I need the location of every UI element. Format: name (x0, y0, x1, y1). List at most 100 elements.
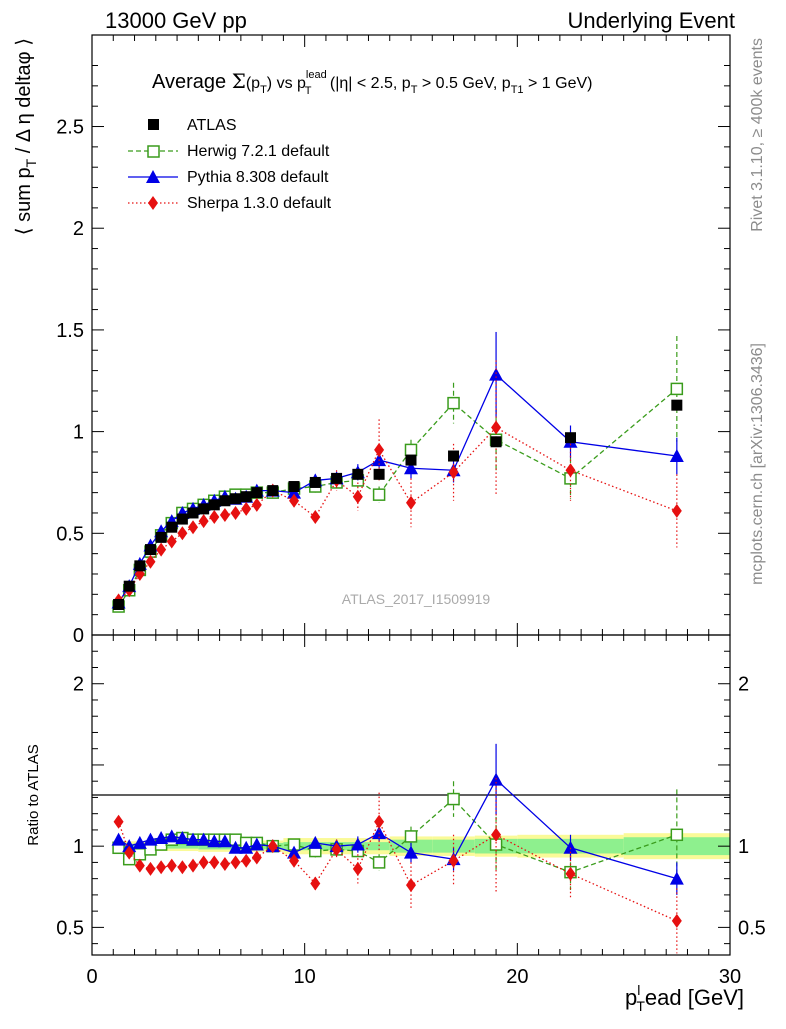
plot-title-a: Average (152, 71, 232, 93)
main-y-axis-label-sub: T (23, 158, 39, 167)
x-axis-label-sup: l (637, 982, 640, 998)
pythia-ratio-point (350, 837, 365, 851)
x-axis-label-p: p (625, 985, 637, 1010)
x-axis-label-sub: T (636, 998, 645, 1014)
sherpa-data-point (230, 505, 241, 520)
pythia-data-point (669, 449, 684, 463)
sherpa-ratio-point (145, 861, 156, 876)
sherpa-data-point (198, 514, 209, 529)
sherpa-ratio-point (374, 814, 385, 829)
atlas-data-point (198, 503, 210, 515)
atlas-data-point (405, 454, 417, 466)
pythia-ratio-point (196, 832, 211, 846)
x-tick-label: 0 (86, 966, 97, 988)
plot-title-b-sub: T (260, 84, 267, 96)
atlas-data-point (565, 432, 576, 444)
header-left: 13000 GeV pp (105, 8, 247, 33)
herwig-data-point (670, 382, 684, 396)
sherpa-data-point (166, 534, 177, 549)
sherpa-data-point (310, 510, 321, 525)
plot-title-e: > 0.5 GeV, p (417, 75, 510, 92)
atlas-data-point (123, 580, 135, 592)
x-tick-label: 30 (719, 966, 741, 988)
main-y-axis-label-rest: / Δ η deltaφ ⟩ (13, 38, 35, 159)
plot-title: Average Σ(pT) vs plead T (|η| < 2.5, pT >… (152, 69, 592, 97)
sherpa-ratio-point (113, 814, 124, 829)
plot-title-e-sub: T1 (511, 84, 524, 96)
main-panel: 0 0.5 1 1.5 2 2.5 (56, 34, 731, 647)
sherpa-ratio-point (188, 858, 199, 873)
main-y-axis-label: ⟨ sum pT / Δ η deltaφ ⟩ (13, 38, 39, 235)
pythia-data-point (404, 461, 418, 475)
sherpa-data-point (374, 442, 385, 457)
herwig-ratio-point (670, 828, 684, 842)
sherpa-data-point (219, 508, 230, 522)
legend-label-herwig: Herwig 7.2.1 default (187, 143, 330, 160)
sherpa-ratio-point (134, 858, 145, 873)
sherpa-ratio-point (219, 857, 230, 872)
ratio-y-tick-label-right: 0.5 (738, 917, 766, 939)
sherpa-ratio-point (251, 850, 262, 865)
legend: ATLAS Herwig 7.2.1 default Pythia 8.308 … (128, 117, 332, 212)
atlas-data-point (373, 468, 385, 480)
x-axis-label-rest: ead [GeV] (645, 985, 744, 1010)
ratio-panel: 0 10 20 30 0.5 0.5 1 1 2 2 (56, 634, 766, 988)
sherpa-data-point (251, 497, 262, 512)
sherpa-ratio-point (177, 860, 188, 875)
sherpa-data-point (145, 554, 156, 569)
atlas-data-point (155, 531, 167, 543)
pythia-ratio-point (239, 840, 254, 854)
main-y-tick-label: 2 (73, 218, 84, 240)
ratio-y-tick-label-right: 1 (738, 836, 749, 858)
atlas-data-point (176, 513, 188, 525)
pythia-ratio-point (308, 835, 323, 849)
ratio-y-tick-label: 1 (73, 836, 84, 858)
pythia-data-point (489, 367, 504, 381)
atlas-data-point (251, 487, 263, 499)
herwig-data-point (447, 396, 460, 410)
herwig-data-point (404, 443, 418, 457)
sherpa-data-point (188, 520, 199, 535)
atlas-data-point (230, 493, 242, 505)
atlas-data-point (240, 491, 252, 503)
sherpa-data-point (352, 489, 363, 504)
x-tick-label: 10 (294, 966, 316, 988)
sherpa-ratio-point (198, 855, 209, 870)
pythia-ratio-point (249, 837, 264, 851)
ratio-y-tick-label: 0.5 (56, 917, 84, 939)
sherpa-data-point (177, 526, 188, 541)
main-y-tick-label: 0.5 (56, 523, 84, 545)
atlas-data-point (309, 476, 321, 488)
legend-marker-atlas (148, 119, 159, 130)
herwig-ratio-point (447, 792, 460, 806)
sherpa-ratio-point (448, 853, 459, 868)
pythia-ratio-point (164, 829, 179, 843)
plot-title-sigma: Σ (232, 69, 246, 93)
ratio-band-inner (432, 839, 475, 853)
sherpa-ratio-point (241, 853, 252, 868)
x-axis-label: pl Tead [GeV] (625, 982, 744, 1014)
sherpa-data-point (671, 503, 682, 518)
main-y-axis-label-a: ⟨ sum p (13, 167, 35, 235)
header-right: Underlying Event (567, 8, 735, 33)
pythia-ratio-point (207, 834, 222, 848)
pythia-data-point (287, 485, 302, 499)
sherpa-ratio-point (124, 845, 135, 860)
herwig-ratio-point (404, 830, 418, 843)
atlas-data-point (219, 495, 231, 507)
sherpa-ratio-point (310, 876, 321, 891)
atlas-data-point (267, 485, 279, 497)
plot-title-d-sub: T (411, 84, 418, 96)
atlas-data-point (352, 468, 364, 480)
side-text-mcplots: mcplots.cern.ch [arXiv:1306.3436] (749, 343, 766, 585)
sherpa-data-point (156, 542, 167, 557)
pythia-ratio-point (563, 840, 578, 854)
atlas-data-point (448, 450, 460, 462)
sherpa-data-point (491, 420, 502, 435)
plot-title-c-sup: lead (306, 69, 327, 81)
sherpa-ratio-point (565, 866, 576, 881)
main-y-tick-label: 2.5 (56, 117, 84, 139)
atlas-data-point (144, 544, 156, 556)
plot-title-c-sub: T (305, 85, 312, 97)
